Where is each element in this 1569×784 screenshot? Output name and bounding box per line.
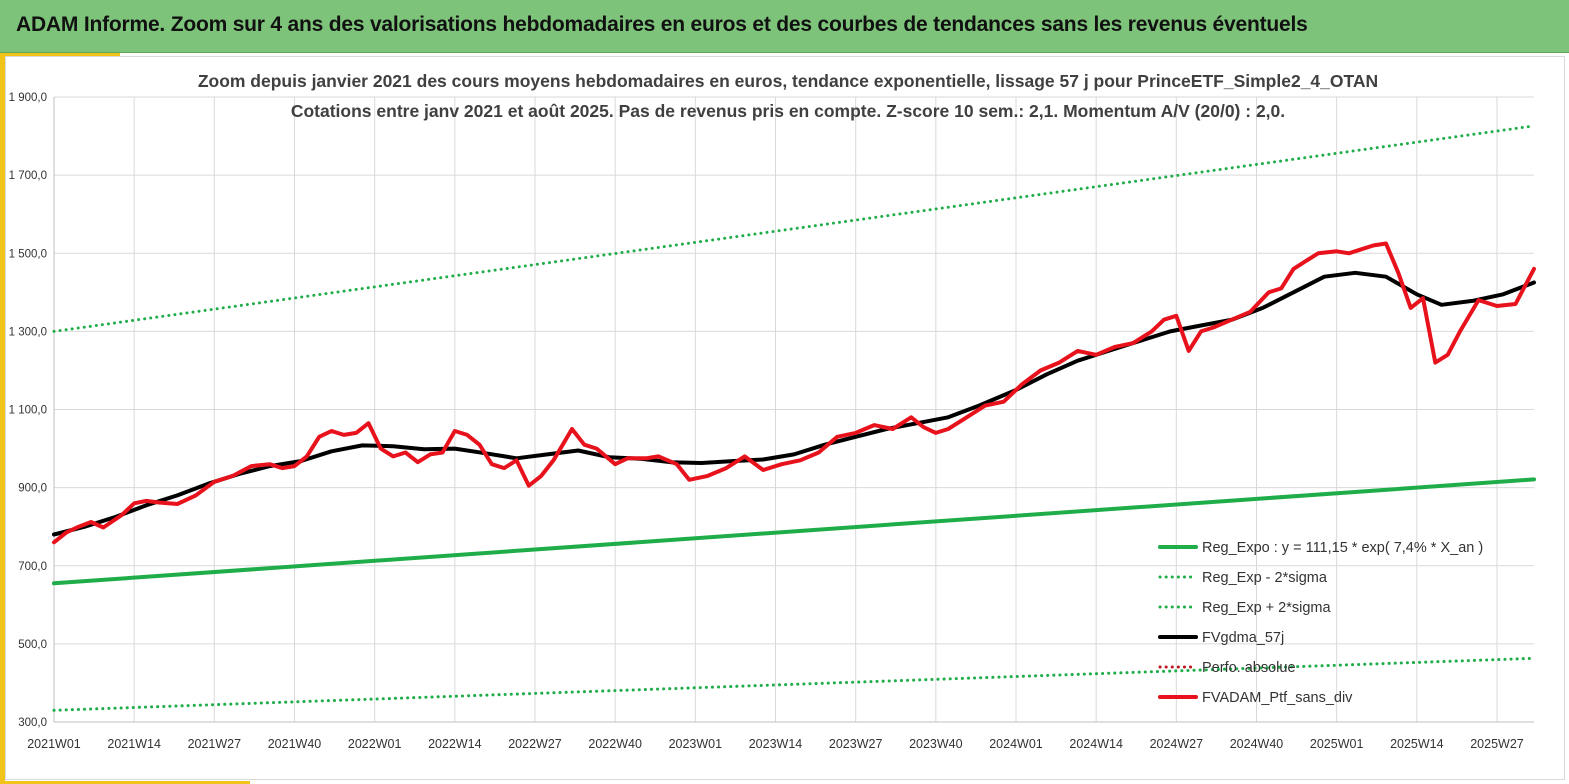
header-bar: ADAM Informe. Zoom sur 4 ans des valoris…	[0, 0, 1569, 53]
x-tick-label: 2024W14	[1069, 737, 1123, 751]
series-line-2	[52, 124, 1536, 333]
y-tick-labels: 300,0 500,0 700,0 900,0 1 100,0 1 300,0 1 500,…	[9, 92, 47, 729]
series	[52, 124, 1536, 712]
x-tick-label: 2021W40	[268, 737, 322, 751]
x-tick-label: 2021W27	[188, 737, 242, 751]
chart-title-line-2: Cotations entre janv 2021 et août 2025. …	[291, 101, 1285, 121]
legend: Reg_Expo : y = 111,15 * exp( 7,4% * X_an…	[1158, 540, 1483, 706]
y-tick-label: 900,0	[18, 483, 47, 495]
x-tick-label: 2021W01	[27, 737, 81, 751]
y-tick-label: 1 500,0	[9, 248, 47, 260]
x-tick-label: 2024W40	[1230, 737, 1284, 751]
x-tick-label: 2025W01	[1310, 737, 1364, 751]
chart-frame	[5, 56, 1565, 780]
x-tick-label: 2022W27	[508, 737, 562, 751]
y-tick-label: 1 100,0	[9, 405, 47, 417]
series-line-0	[52, 477, 1536, 586]
y-tick-label: 700,0	[18, 561, 47, 573]
x-tick-label: 2023W14	[749, 737, 803, 751]
x-tick-label: 2025W14	[1390, 737, 1444, 751]
top-accent-stripe	[0, 53, 120, 56]
x-tick-label: 2023W40	[909, 737, 963, 751]
x-tick-label: 2023W27	[829, 737, 883, 751]
left-accent-stripe	[0, 53, 5, 784]
x-tick-label: 2022W40	[588, 737, 642, 751]
series-line-5	[52, 241, 1536, 545]
page-title: ADAM Informe. Zoom sur 4 ans des valoris…	[16, 13, 1308, 36]
axes	[53, 97, 1534, 723]
x-tick-label: 2024W27	[1150, 737, 1204, 751]
chart-title-line-1: Zoom depuis janvier 2021 des cours moyen…	[198, 71, 1378, 91]
y-tick-label: 1 300,0	[9, 326, 47, 338]
y-tick-label: 500,0	[18, 639, 47, 651]
chart-title: Zoom depuis janvier 2021 des cours moyen…	[198, 71, 1378, 121]
legend-label-2: Reg_Exp + 2*sigma	[1202, 600, 1331, 616]
legend-label-4: Perfo. absolue	[1202, 660, 1296, 676]
x-tick-labels: 2021W01 2021W14 2021W27 2021W40 2022W01 2022W…	[27, 737, 1524, 751]
x-tick-label: 2021W14	[107, 737, 161, 751]
legend-label-1: Reg_Exp - 2*sigma	[1202, 570, 1328, 586]
x-tick-label: 2024W01	[989, 737, 1043, 751]
bottom-accent-stripe	[0, 781, 250, 784]
legend-label-0: Reg_Expo : y = 111,15 * exp( 7,4% * X_an…	[1202, 540, 1483, 556]
x-tick-label: 2022W01	[348, 737, 402, 751]
y-tick-label: 1 700,0	[9, 170, 47, 182]
legend-label-3: FVgdma_57j	[1202, 630, 1284, 646]
y-tick-label: 1 900,0	[9, 92, 47, 104]
x-tick-label: 2022W14	[428, 737, 482, 751]
grid	[53, 96, 1534, 723]
legend-label-5: FVADAM_Ptf_sans_div	[1202, 690, 1353, 706]
x-tick-label: 2025W27	[1470, 737, 1524, 751]
y-tick-label: 300,0	[18, 717, 47, 729]
x-tick-label: 2023W01	[669, 737, 723, 751]
